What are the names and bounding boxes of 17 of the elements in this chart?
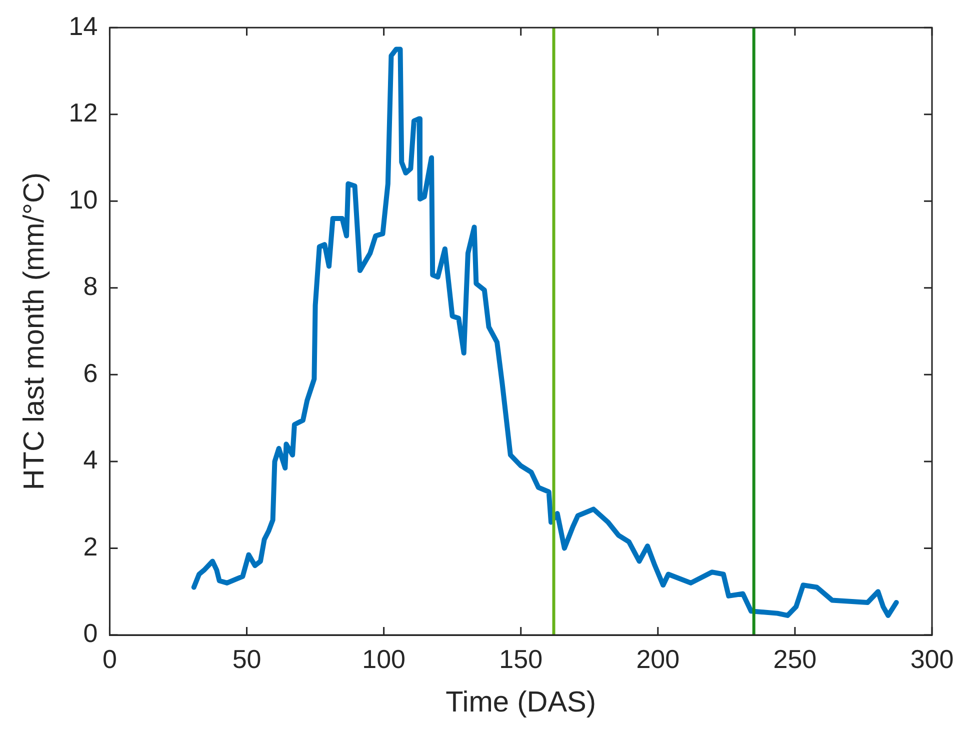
y-tick-label: 4 [83, 444, 98, 475]
y-tick-label: 8 [83, 271, 98, 302]
x-axis-title: Time (DAS) [446, 686, 596, 719]
x-tick-label: 50 [232, 644, 262, 674]
y-tick-label: 2 [83, 531, 98, 562]
x-tick-label: 100 [362, 644, 406, 674]
y-tick-label: 0 [83, 618, 98, 648]
y-tick-label: 14 [68, 10, 98, 41]
x-tick-label: 200 [636, 644, 680, 674]
y-tick-label: 6 [83, 358, 98, 388]
x-tick-label: 300 [910, 644, 954, 674]
y-tick-label: 12 [68, 98, 98, 128]
x-tick-label: 150 [499, 644, 543, 674]
y-axis-title: HTC last month (mm/°C) [18, 172, 50, 490]
y-tick-label: 10 [68, 184, 98, 214]
x-tick-label: 0 [102, 644, 117, 674]
x-tick-label: 250 [773, 644, 817, 674]
